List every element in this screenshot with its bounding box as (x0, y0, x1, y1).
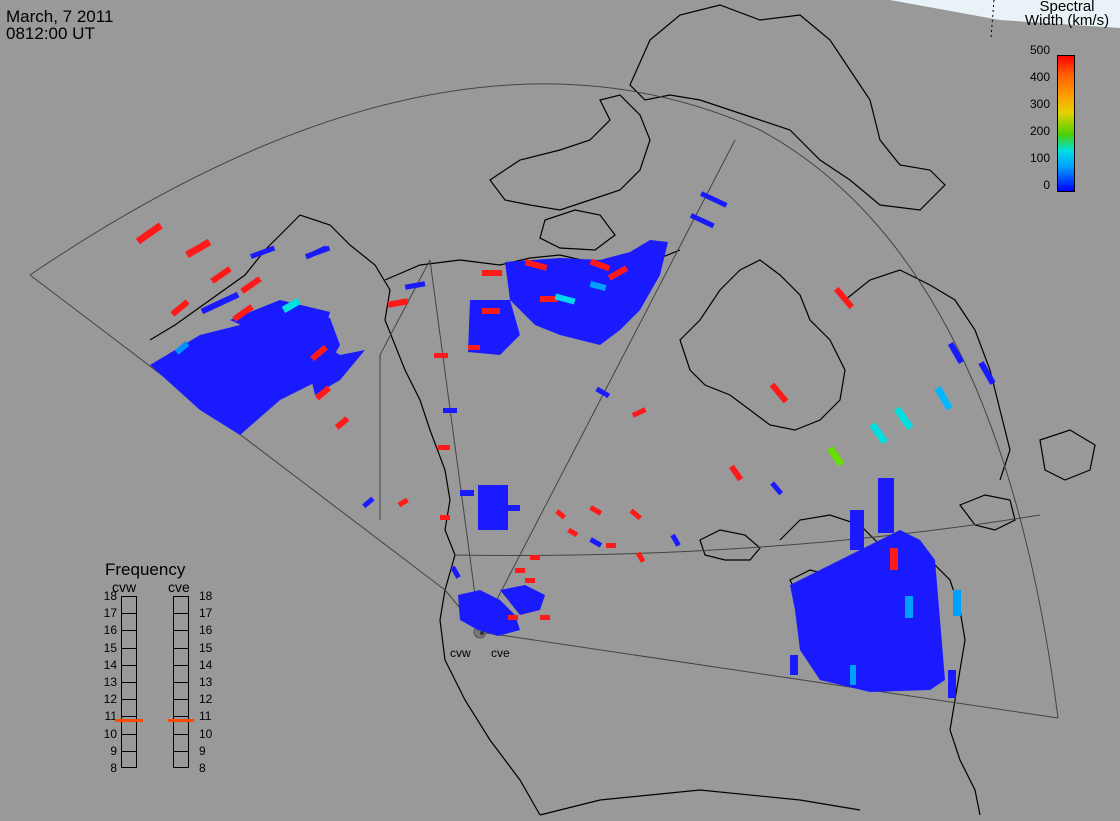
date-label: March, 7 2011 (6, 7, 114, 26)
frequency-gridline (174, 647, 188, 649)
colorbar-title-line2: Width (km/s) (1024, 12, 1110, 29)
frequency-gridline (174, 699, 188, 701)
frequency-tick-label: 17 (199, 606, 213, 621)
frequency-tick-label: 12 (103, 692, 117, 707)
colorbar-tick: 300 (1029, 97, 1050, 111)
colorbar-tick: 500 (1029, 43, 1050, 57)
polar-cap-region (890, 0, 1120, 28)
colorbar-tick: 0 (1043, 178, 1050, 192)
site-label-cvw: cvw (450, 646, 471, 660)
frequency-gridline (174, 664, 188, 666)
frequency-tick-label: 8 (110, 761, 117, 775)
frequency-tick-label: 11 (199, 709, 212, 724)
colorbar-tick: 400 (1029, 70, 1050, 84)
frequency-gridline (174, 682, 188, 683)
frequency-tick-label: 18 (199, 589, 213, 603)
frequency-tick-label: 15 (199, 640, 213, 655)
frequency-scale-cve (173, 596, 189, 768)
frequency-tick-label: 16 (103, 623, 117, 638)
colorbar-title-line1: Spectral (1039, 0, 1095, 15)
frequency-gridline (122, 699, 136, 701)
frequency-gridline (122, 733, 136, 735)
frequency-title: Frequency (105, 560, 186, 579)
frequency-gridline (174, 733, 188, 735)
frequency-tick-label: 8 (199, 761, 206, 775)
frequency-gridline (174, 750, 188, 752)
frequency-tick-label: 15 (103, 640, 117, 655)
frequency-tick-label: 14 (103, 657, 117, 672)
frequency-tick-label: 9 (199, 743, 206, 758)
site-label-cve: cve (491, 646, 510, 660)
frequency-tick-label: 10 (199, 726, 213, 741)
frequency-gridline (174, 630, 188, 632)
frequency-gridline (122, 716, 136, 718)
frequency-tick-label: 11 (104, 709, 117, 724)
frequency-tick-label: 16 (199, 623, 213, 638)
frequency-gridline (122, 682, 136, 683)
frequency-gridline (174, 716, 188, 718)
colorbar-title: Spectral Width (km/s) (1014, 0, 1120, 28)
frequency-radar-cvw: cvw (112, 579, 137, 595)
frequency-tick-label: 10 (103, 726, 117, 741)
frequency-gridline (122, 647, 136, 649)
frequency-marker-cvw (115, 718, 143, 722)
frequency-marker-cve (168, 718, 194, 722)
frequency-tick-label: 18 (103, 589, 117, 603)
frequency-tick-label: 13 (199, 675, 213, 689)
frequency-gridline (122, 630, 136, 632)
frequency-gridline (174, 613, 188, 615)
frequency-tick-label: 12 (199, 692, 213, 707)
frequency-tick-label: 13 (103, 675, 117, 689)
frequency-gridline (122, 750, 136, 752)
colorbar (1057, 55, 1075, 192)
timestamp: March, 7 2011 0812:00 UT (6, 8, 113, 42)
backscatter-cells (135, 191, 996, 698)
frequency-tick-label: 17 (103, 606, 117, 621)
frequency-radar-cve: cve (168, 579, 190, 595)
colorbar-tick: 100 (1029, 151, 1050, 165)
frequency-scale-cvw (121, 596, 137, 768)
frequency-tick-label: 9 (110, 743, 117, 758)
frequency-tick-label: 14 (199, 657, 213, 672)
frequency-gridline (122, 613, 136, 615)
time-label: 0812:00 UT (6, 24, 95, 43)
frequency-gridline (122, 664, 136, 666)
colorbar-tick: 200 (1029, 124, 1050, 138)
